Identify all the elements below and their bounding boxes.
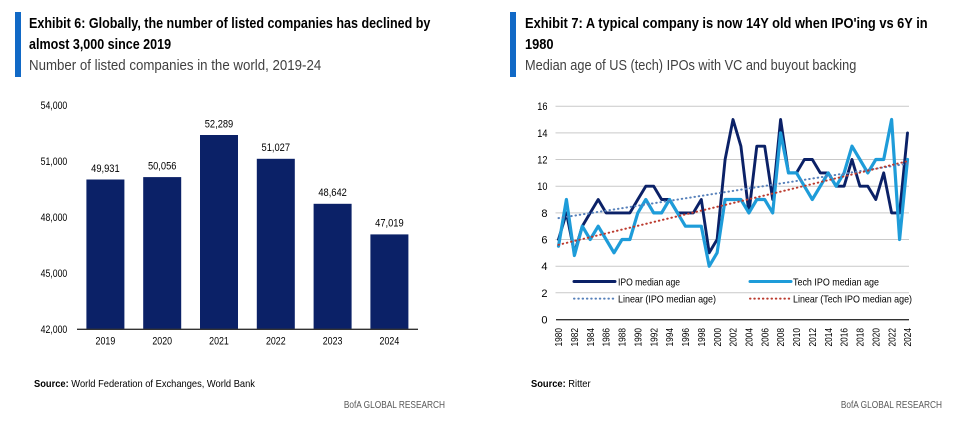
svg-text:Tech IPO median age: Tech IPO median age	[793, 276, 879, 288]
svg-text:6: 6	[541, 235, 547, 247]
svg-text:49,931: 49,931	[91, 163, 120, 175]
svg-text:2000: 2000	[713, 328, 724, 347]
svg-text:16: 16	[537, 101, 547, 113]
svg-text:2016: 2016	[840, 328, 851, 347]
svg-text:2020: 2020	[152, 336, 172, 348]
svg-text:2020: 2020	[871, 328, 882, 347]
svg-text:50,056: 50,056	[148, 160, 177, 172]
svg-text:2006: 2006	[760, 328, 771, 347]
svg-text:51,027: 51,027	[262, 142, 291, 154]
svg-text:1986: 1986	[602, 328, 613, 347]
svg-text:48,000: 48,000	[41, 212, 68, 224]
svg-text:14: 14	[537, 128, 547, 140]
svg-text:Linear (IPO median age): Linear (IPO median age)	[618, 293, 716, 305]
svg-text:2022: 2022	[887, 328, 898, 347]
svg-text:2004: 2004	[745, 328, 756, 347]
svg-text:4: 4	[541, 261, 547, 273]
svg-text:1994: 1994	[665, 328, 676, 347]
svg-text:12: 12	[537, 155, 547, 167]
svg-text:1980: 1980	[554, 328, 565, 347]
svg-text:1996: 1996	[681, 328, 692, 347]
svg-text:IPO median age: IPO median age	[618, 276, 680, 288]
svg-text:1998: 1998	[697, 328, 708, 347]
svg-text:1990: 1990	[634, 328, 645, 347]
svg-text:45,000: 45,000	[41, 268, 68, 280]
svg-text:52,289: 52,289	[205, 118, 234, 130]
svg-text:2010: 2010	[792, 328, 803, 347]
svg-text:1988: 1988	[618, 328, 629, 347]
svg-text:2014: 2014	[824, 328, 835, 347]
svg-text:2024: 2024	[903, 328, 914, 347]
svg-text:2019: 2019	[96, 336, 116, 348]
svg-text:2008: 2008	[776, 328, 787, 347]
svg-text:42,000: 42,000	[41, 324, 68, 336]
svg-text:1982: 1982	[570, 328, 581, 347]
svg-text:2018: 2018	[856, 328, 867, 347]
svg-text:2022: 2022	[266, 336, 286, 348]
svg-text:2023: 2023	[323, 336, 343, 348]
svg-text:54,000: 54,000	[41, 100, 68, 112]
svg-text:2024: 2024	[380, 336, 400, 348]
svg-text:2002: 2002	[729, 328, 740, 347]
svg-text:51,000: 51,000	[41, 156, 68, 168]
svg-text:1992: 1992	[649, 328, 660, 347]
svg-text:2: 2	[541, 288, 547, 300]
svg-text:0: 0	[541, 315, 547, 327]
svg-text:8: 8	[541, 208, 547, 220]
svg-text:47,019: 47,019	[375, 218, 404, 230]
svg-text:2021: 2021	[209, 336, 229, 348]
svg-text:1984: 1984	[586, 328, 597, 347]
svg-text:2012: 2012	[808, 328, 819, 347]
svg-text:48,642: 48,642	[318, 187, 347, 199]
svg-text:10: 10	[537, 181, 547, 193]
svg-text:Linear (Tech IPO median age): Linear (Tech IPO median age)	[793, 293, 912, 305]
